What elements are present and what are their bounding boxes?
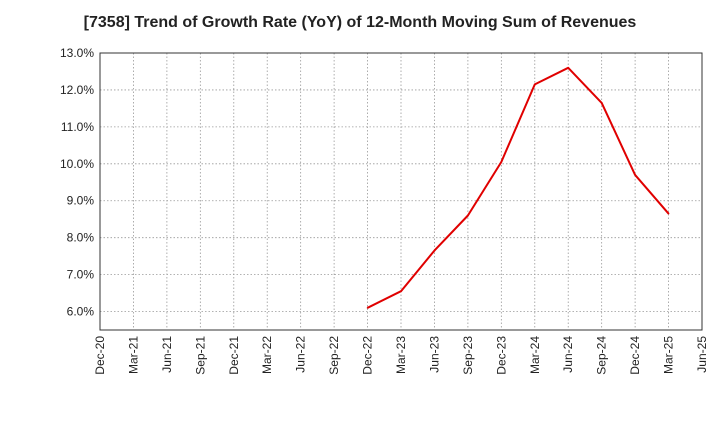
data-point xyxy=(567,66,570,69)
y-tick-label: 6.0% xyxy=(67,305,95,319)
x-tick-label: Sep-21 xyxy=(193,336,207,375)
y-tick-label: 8.0% xyxy=(67,231,95,245)
y-tick-label: 11.0% xyxy=(61,120,94,134)
x-tick-label: Sep-23 xyxy=(461,336,475,375)
x-tick-label: Jun-23 xyxy=(427,336,441,373)
data-point xyxy=(634,174,636,176)
x-tick-label: Mar-21 xyxy=(126,336,140,374)
data-point xyxy=(500,161,503,163)
data-point xyxy=(467,214,469,217)
x-tick-label: Jun-21 xyxy=(160,336,174,373)
x-tick-label: Dec-24 xyxy=(628,336,642,375)
x-tick-label: Dec-23 xyxy=(494,336,508,375)
y-tick-label: 12.0% xyxy=(60,83,94,97)
data-point xyxy=(433,249,436,252)
y-tick-label: 10.0% xyxy=(60,157,94,171)
plot-frame xyxy=(99,52,703,331)
x-tick-label: Jun-24 xyxy=(561,336,575,373)
y-tick-label: 9.0% xyxy=(67,194,95,208)
x-tick-label: Sep-24 xyxy=(595,336,609,375)
y-tick-label: 7.0% xyxy=(67,268,95,282)
data-point xyxy=(533,83,536,86)
x-tick-label: Mar-23 xyxy=(394,336,408,374)
x-tick-label: Sep-22 xyxy=(327,336,341,375)
data-point xyxy=(600,102,603,104)
chart-title: [7358] Trend of Growth Rate (YoY) of 12-… xyxy=(83,14,637,31)
x-tick-label: Dec-20 xyxy=(93,336,107,375)
x-tick-label: Jun-22 xyxy=(294,336,308,373)
x-tick-label: Mar-25 xyxy=(662,336,676,374)
x-tick-label: Dec-21 xyxy=(227,336,241,375)
data-point xyxy=(366,307,369,309)
x-tick-label: Mar-22 xyxy=(260,336,274,374)
x-tick-label: Dec-22 xyxy=(361,336,375,375)
x-tick-label: Jun-25 xyxy=(695,336,709,373)
data-point xyxy=(400,290,402,293)
data-point xyxy=(667,212,670,215)
series-line xyxy=(367,66,670,309)
y-tick-label: 13.0% xyxy=(60,46,94,60)
x-tick-label: Mar-24 xyxy=(528,336,542,374)
